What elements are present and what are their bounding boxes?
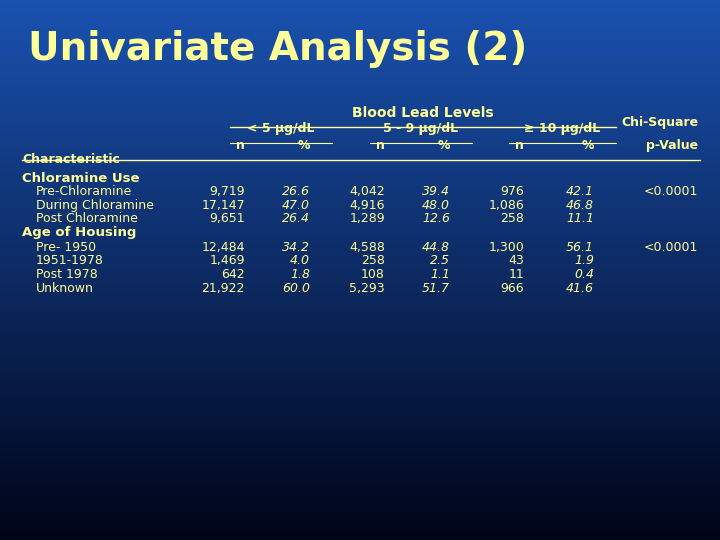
Text: Pre-Chloramine: Pre-Chloramine [36, 185, 132, 198]
Text: <0.0001: <0.0001 [644, 185, 698, 198]
Text: 48.0: 48.0 [422, 199, 450, 212]
Text: 5 - 9 μg/dL: 5 - 9 μg/dL [384, 122, 459, 135]
Text: 976: 976 [500, 185, 524, 198]
Text: 258: 258 [500, 212, 524, 225]
Text: 1,300: 1,300 [488, 241, 524, 254]
Text: 12.6: 12.6 [422, 212, 450, 225]
Text: n: n [236, 139, 245, 152]
Text: 39.4: 39.4 [422, 185, 450, 198]
Text: 11.1: 11.1 [566, 212, 594, 225]
Text: %: % [582, 139, 594, 152]
Text: Age of Housing: Age of Housing [22, 226, 136, 239]
Text: Post Chloramine: Post Chloramine [36, 212, 138, 225]
Text: 9,651: 9,651 [210, 212, 245, 225]
Text: ≥ 10 μg/dL: ≥ 10 μg/dL [524, 122, 600, 135]
Text: n: n [376, 139, 385, 152]
Text: 5,293: 5,293 [349, 282, 385, 295]
Text: 1.1: 1.1 [430, 268, 450, 281]
Text: 17,147: 17,147 [202, 199, 245, 212]
Text: 2.5: 2.5 [430, 254, 450, 267]
Text: 108: 108 [361, 268, 385, 281]
Text: Chloramine Use: Chloramine Use [22, 172, 140, 185]
Text: p-Value: p-Value [646, 139, 698, 152]
Text: 4,042: 4,042 [349, 185, 385, 198]
Text: 42.1: 42.1 [566, 185, 594, 198]
Text: Chi-Square: Chi-Square [621, 116, 698, 129]
Text: 46.8: 46.8 [566, 199, 594, 212]
Text: 51.7: 51.7 [422, 282, 450, 295]
Text: 47.0: 47.0 [282, 199, 310, 212]
Text: 12,484: 12,484 [202, 241, 245, 254]
Text: 4.0: 4.0 [290, 254, 310, 267]
Text: 26.6: 26.6 [282, 185, 310, 198]
Text: 1951-1978: 1951-1978 [36, 254, 104, 267]
Text: Characteristic: Characteristic [22, 153, 120, 166]
Text: During Chloramine: During Chloramine [36, 199, 154, 212]
Text: Univariate Analysis (2): Univariate Analysis (2) [28, 30, 527, 68]
Text: 1,289: 1,289 [349, 212, 385, 225]
Text: <0.0001: <0.0001 [644, 241, 698, 254]
Text: 642: 642 [221, 268, 245, 281]
Text: < 5 μg/dL: < 5 μg/dL [247, 122, 315, 135]
Text: Pre- 1950: Pre- 1950 [36, 241, 96, 254]
Text: n: n [515, 139, 524, 152]
Text: 34.2: 34.2 [282, 241, 310, 254]
Text: Unknown: Unknown [36, 282, 94, 295]
Text: 1.8: 1.8 [290, 268, 310, 281]
Text: 11: 11 [508, 268, 524, 281]
Text: 41.6: 41.6 [566, 282, 594, 295]
Text: 56.1: 56.1 [566, 241, 594, 254]
Text: 4,588: 4,588 [349, 241, 385, 254]
Text: 258: 258 [361, 254, 385, 267]
Text: 43: 43 [508, 254, 524, 267]
Text: Post 1978: Post 1978 [36, 268, 98, 281]
Text: %: % [438, 139, 450, 152]
Text: 9,719: 9,719 [210, 185, 245, 198]
Text: 966: 966 [500, 282, 524, 295]
Text: 1,469: 1,469 [210, 254, 245, 267]
Text: Blood Lead Levels: Blood Lead Levels [352, 106, 494, 120]
Text: 60.0: 60.0 [282, 282, 310, 295]
Text: %: % [297, 139, 310, 152]
Text: 21,922: 21,922 [202, 282, 245, 295]
Text: 44.8: 44.8 [422, 241, 450, 254]
Text: 1,086: 1,086 [488, 199, 524, 212]
Text: 4,916: 4,916 [349, 199, 385, 212]
Text: 0.4: 0.4 [574, 268, 594, 281]
Text: 1.9: 1.9 [574, 254, 594, 267]
Text: 26.4: 26.4 [282, 212, 310, 225]
